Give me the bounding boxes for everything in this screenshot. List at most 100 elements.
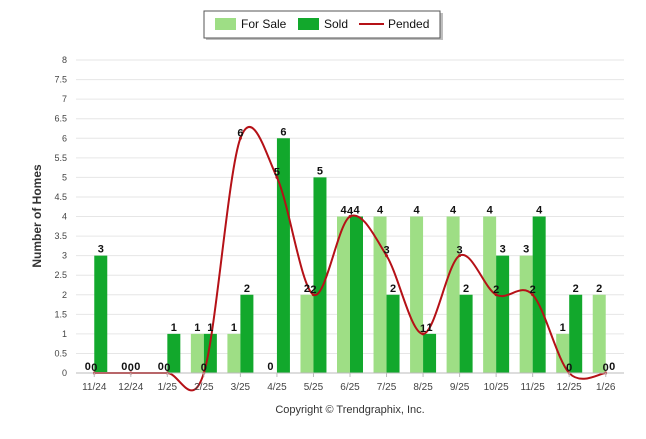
y-tick-label: 2	[62, 290, 67, 300]
data-label-for-sale: 4	[377, 205, 384, 217]
data-label-pended: 2	[530, 284, 536, 296]
bar-for-sale	[190, 333, 204, 373]
pended-series-line	[94, 126, 606, 392]
x-tick-label: 12/24	[118, 382, 143, 393]
x-tick-label: 4/25	[267, 382, 287, 393]
bars	[94, 138, 606, 373]
x-tick-label: 12/25	[557, 382, 582, 393]
data-label-pended: 0	[566, 362, 572, 374]
data-label-pended: 1	[420, 323, 426, 335]
data-label-sold: 6	[280, 126, 286, 138]
y-tick-label: 2.5	[54, 270, 67, 280]
bar-sold	[532, 216, 546, 373]
pended-point	[275, 175, 279, 179]
data-label-sold: 2	[244, 283, 250, 295]
y-tick-label: 5.5	[54, 153, 67, 163]
bar-sold	[94, 255, 108, 373]
x-tick-label: 9/25	[450, 382, 470, 393]
y-tick-label: 3.5	[54, 231, 67, 241]
pended-line	[92, 126, 608, 392]
bar-sold	[386, 294, 400, 373]
x-tick-label: 3/25	[231, 382, 251, 393]
pended-point	[238, 136, 242, 140]
data-label-sold: 0	[134, 361, 140, 373]
x-tick-label: 11/25	[521, 382, 546, 393]
pended-point	[348, 215, 352, 218]
y-tick-label: 4.5	[54, 192, 67, 202]
y-tick-label: 0.5	[54, 348, 67, 358]
y-tick-label: 7	[62, 94, 67, 104]
data-label-sold: 0	[609, 361, 615, 373]
data-label-sold: 1	[207, 322, 213, 334]
y-tick-label: 7.5	[54, 75, 67, 85]
bar-sold	[569, 294, 583, 373]
bar-for-sale	[483, 216, 497, 373]
bar-for-sale	[519, 255, 533, 373]
data-label-pended: 0	[603, 362, 609, 374]
data-label-pended: 6	[237, 127, 243, 139]
bar-for-sale	[446, 216, 460, 373]
copyright-credit: Copyright © Trendgraphix, Inc.	[275, 404, 424, 416]
x-tick-label: 1/25	[158, 382, 178, 393]
x-tick-label: 8/25	[413, 382, 433, 393]
data-label-pended: 5	[274, 166, 280, 178]
bar-sold	[313, 177, 327, 373]
data-label-pended: 0	[128, 362, 134, 374]
y-tick-label: 1	[62, 329, 67, 339]
y-tick-label: 3	[62, 251, 67, 261]
data-label-pended: 3	[383, 245, 389, 257]
pended-point	[531, 293, 535, 297]
y-tick-label: 6.5	[54, 114, 67, 124]
x-tick-label: 5/25	[304, 382, 324, 393]
bar-for-sale	[337, 216, 350, 373]
pended-point	[421, 332, 425, 336]
data-label-sold: 3	[500, 244, 506, 256]
y-tick-label: 8	[62, 55, 67, 65]
bar-for-sale	[556, 333, 570, 373]
data-label-sold: 1	[427, 322, 433, 334]
y-tick-label: 5	[62, 172, 67, 182]
data-label-for-sale: 1	[560, 322, 566, 334]
data-label-for-sale: 0	[121, 361, 127, 373]
data-label-pended: 0	[91, 362, 97, 374]
legend-box	[203, 10, 441, 39]
pended-point	[385, 254, 389, 258]
data-label-sold: 1	[171, 322, 177, 334]
data-label-pended: 2	[310, 284, 316, 296]
data-label-for-sale: 2	[304, 283, 310, 295]
data-label-pended: 0	[164, 362, 170, 374]
data-label-sold: 4	[353, 205, 360, 217]
bar-sold	[276, 138, 290, 373]
y-tick-label: 6	[62, 133, 67, 143]
data-label-sold: 2	[463, 283, 469, 295]
y-tick-label: 0	[62, 368, 67, 378]
legend-swatch-sold	[298, 18, 319, 30]
legend-label-sold: Sold	[324, 17, 348, 31]
y-tick-label: 1.5	[54, 309, 67, 319]
bar-for-sale	[410, 216, 424, 373]
x-axis: 11/24 12/24 1/25 2/25 3/25 4/25 5/25 6/25 7/25 8/…	[76, 372, 624, 393]
data-label-for-sale: 4	[340, 205, 347, 217]
data-label-for-sale: 0	[85, 361, 91, 373]
data-label-sold: 4	[536, 205, 543, 217]
data-label-sold: 2	[573, 283, 579, 295]
bar-sold	[423, 333, 437, 373]
data-label-for-sale: 1	[231, 322, 237, 334]
data-label-for-sale: 0	[158, 361, 164, 373]
x-tick-label: 6/25	[340, 382, 360, 393]
bar-sold	[350, 216, 363, 373]
legend-label-pended: Pended	[388, 17, 429, 31]
legend-swatch-for-sale	[215, 18, 236, 30]
bar-for-sale	[227, 333, 241, 373]
bar-for-sale	[373, 216, 387, 373]
y-axis: 0 0.5 1 1.5 2 2.5 3 3.5 4 4.5 5 5.5 6 6.5 7 7.5 8	[54, 55, 67, 378]
legend: For Sale Sold Pended	[203, 10, 443, 40]
data-label-for-sale: 4	[414, 205, 421, 217]
data-label-for-sale: 3	[523, 244, 529, 256]
data-label-for-sale: 4	[450, 205, 457, 217]
bar-for-sale	[592, 294, 606, 373]
bar-sold	[496, 255, 510, 373]
x-tick-label: 11/24	[82, 382, 107, 393]
pended-point	[311, 293, 315, 297]
data-label-sold: 2	[390, 283, 396, 295]
